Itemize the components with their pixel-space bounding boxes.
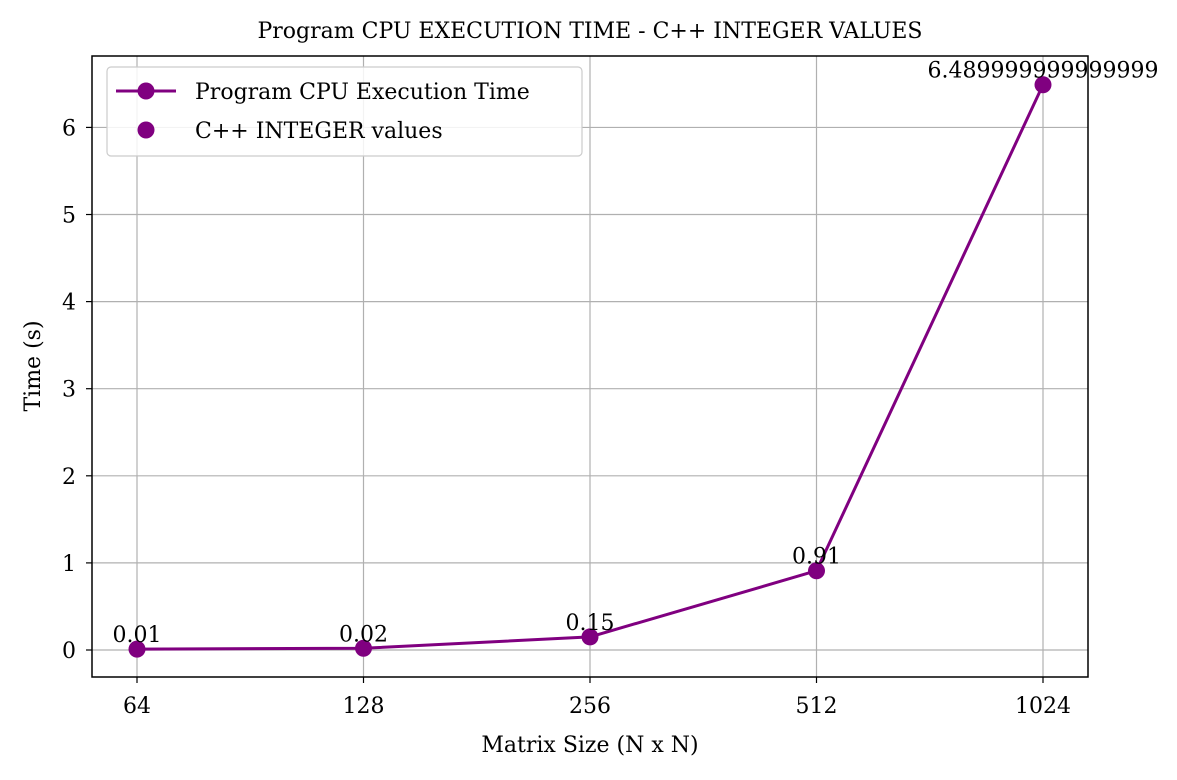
y-axis-title: Time (s) [21,320,46,411]
data-point [808,562,825,580]
y-tick-label: 2 [62,465,76,490]
data-label: 0.15 [566,611,615,636]
x-tick-label: 64 [123,694,151,719]
data-point [1034,76,1052,94]
data-point [128,640,146,658]
chart-title: Program CPU EXECUTION TIME - C++ INTEGER… [257,19,922,44]
grid-lines [92,56,1088,677]
data-label: 6.489999999999999 [928,59,1159,84]
legend-marker-swatch-line [137,82,155,100]
x-tick-label: 512 [796,694,838,719]
series-layer [128,76,1052,658]
y-tick-label: 6 [62,116,76,141]
legend-box [106,66,583,157]
legend: Program CPU Execution Time C++ INTEGER v… [106,66,583,157]
y-tick-label: 1 [62,552,76,577]
data-label: 0.01 [113,623,162,648]
data-point [581,628,599,646]
axis-ticks: 64 128 256 512 1024 0 1 2 3 4 5 6 [62,116,1071,719]
x-tick-label: 128 [343,694,385,719]
y-tick-label: 0 [62,639,76,664]
y-tick-label: 4 [62,291,76,316]
x-tick-label: 256 [569,694,611,719]
data-label: 0.02 [339,622,388,647]
x-axis-title: Matrix Size (N x N) [481,733,698,758]
x-tick-label: 1024 [1015,694,1071,719]
data-label: 0.91 [792,545,841,570]
y-tick-label: 5 [62,204,76,229]
data-point [355,639,372,657]
legend-label-execution-time: Program CPU Execution Time [195,80,530,105]
y-tick-label: 3 [62,378,76,403]
legend-marker-swatch-points [137,121,155,139]
data-labels: 0.01 0.02 0.15 0.91 6.489999999999999 [113,59,1159,648]
legend-label-integer-values: C++ INTEGER values [195,119,443,144]
